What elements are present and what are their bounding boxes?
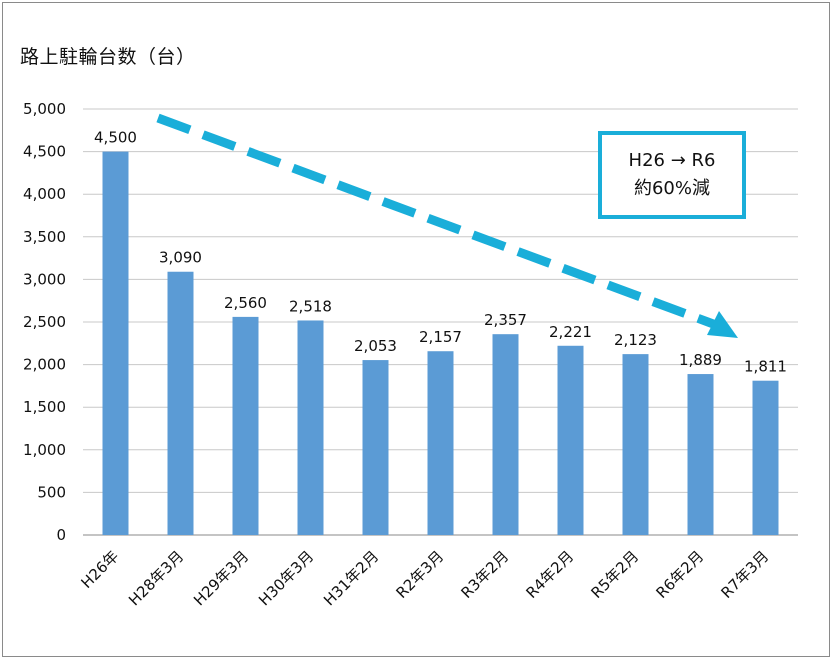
bar	[362, 360, 389, 535]
x-tick-label: H26年	[78, 547, 123, 592]
y-tick-labels: 0 500 1,000 1,500 2,000 2,500 3,000 3,500 4,000 4…	[23, 100, 66, 544]
y-tick-label: 0	[56, 526, 66, 544]
bar	[557, 345, 584, 535]
y-tick-label: 2,000	[23, 356, 66, 374]
bars	[102, 151, 779, 535]
data-label: 2,357	[484, 311, 527, 329]
bar	[492, 334, 519, 535]
y-tick-label: 3,000	[23, 270, 66, 288]
bar	[167, 271, 194, 535]
y-tick-label: 4,000	[23, 185, 66, 203]
x-tick-label: R3年2月	[458, 547, 513, 602]
trend-arrow-line	[156, 113, 718, 330]
callout-line-2: 約60%減	[633, 178, 710, 199]
bar	[232, 316, 259, 535]
data-label: 2,157	[419, 328, 462, 346]
bar	[102, 151, 129, 535]
chart-frame	[2, 2, 830, 657]
bar	[622, 354, 649, 535]
trend-arrow	[156, 113, 738, 338]
x-tick-label: H28年3月	[125, 547, 187, 609]
callout-line-1: H26 → R6	[628, 150, 716, 171]
x-tick-labels: H26年 H28年3月 H29年3月 H30年3月 H31年2月 R2年3月 R3年2月 R4…	[78, 547, 773, 609]
bar	[687, 374, 714, 535]
bar	[427, 351, 454, 535]
data-label: 2,123	[614, 331, 657, 349]
data-label: 2,053	[354, 337, 397, 355]
x-tick-label: H31年2月	[320, 547, 382, 609]
data-label: 1,889	[679, 351, 722, 369]
data-label: 4,500	[94, 129, 137, 147]
x-tick-label: R7年3月	[718, 547, 773, 602]
y-tick-label: 1,500	[23, 398, 66, 416]
data-label: 1,811	[744, 358, 787, 376]
x-tick-label: H29年3月	[190, 547, 252, 609]
y-tick-label: 3,500	[23, 228, 66, 246]
data-label: 2,560	[224, 294, 267, 312]
x-tick-label: R5年2月	[588, 547, 643, 602]
x-tick-label: H30年3月	[255, 547, 317, 609]
y-tick-label: 4,500	[23, 143, 66, 161]
data-label: 2,518	[289, 297, 332, 315]
y-tick-label: 5,000	[23, 100, 66, 118]
reduction-callout: H26 → R6 約60%減	[598, 131, 746, 219]
bar	[752, 380, 779, 535]
y-tick-label: 500	[37, 483, 66, 501]
x-tick-label: R2年3月	[393, 547, 448, 602]
data-label: 2,221	[549, 323, 592, 341]
data-label: 3,090	[159, 249, 202, 267]
y-tick-label: 1,000	[23, 441, 66, 459]
y-tick-label: 2,500	[23, 313, 66, 331]
trend-arrow-head	[707, 311, 738, 338]
x-tick-label: R6年2月	[653, 547, 708, 602]
x-tick-label: R4年2月	[523, 547, 578, 602]
data-labels: 4,500 3,090 2,560 2,518 2,053 2,157 2,357 2,221…	[94, 129, 787, 376]
bar	[297, 320, 324, 535]
y-axis-title: 路上駐輪台数（台）	[20, 46, 196, 68]
